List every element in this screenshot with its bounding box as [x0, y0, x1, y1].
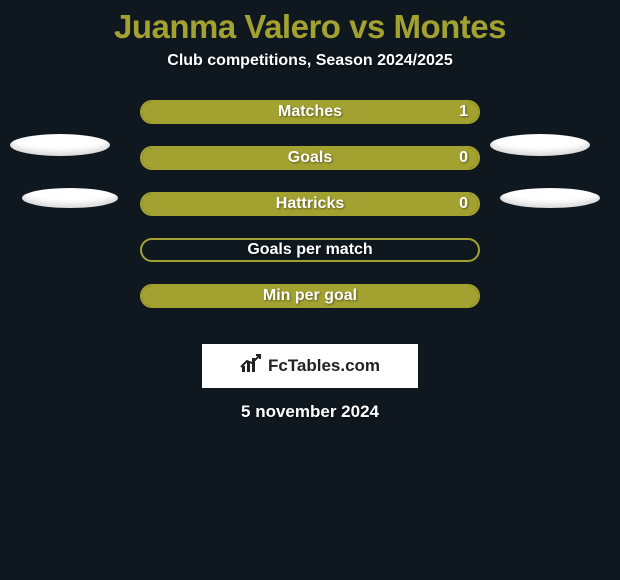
bar-outer: Hattricks 0: [140, 192, 480, 216]
bar-outer: Goals per match: [140, 238, 480, 262]
stat-row: Goals per match: [0, 238, 620, 284]
infographic-container: Juanma Valero vs Montes Club competition…: [0, 8, 620, 422]
stat-row: Matches 1: [0, 100, 620, 146]
stat-row: Hattricks 0: [0, 192, 620, 238]
bar-outer: Min per goal: [140, 284, 480, 308]
bar-value: 0: [459, 149, 468, 167]
bar-label: Matches: [278, 103, 342, 121]
brand-box: FcTables.com: [202, 344, 418, 388]
brand-chart-icon: [240, 354, 262, 379]
stat-row: Min per goal: [0, 284, 620, 330]
page-title: Juanma Valero vs Montes: [0, 8, 620, 46]
brand-text: FcTables.com: [268, 356, 380, 376]
bar-label: Min per goal: [263, 287, 357, 305]
bar-value: 1: [459, 103, 468, 121]
bar-label: Hattricks: [276, 195, 344, 213]
date-label: 5 november 2024: [0, 402, 620, 422]
bar-outer: Goals 0: [140, 146, 480, 170]
bar-label: Goals per match: [247, 241, 372, 259]
subtitle: Club competitions, Season 2024/2025: [0, 52, 620, 70]
stat-row: Goals 0: [0, 146, 620, 192]
bar-outer: Matches 1: [140, 100, 480, 124]
stats-rows: Matches 1 Goals 0 Hattricks 0 Goals per match M…: [0, 100, 620, 330]
bar-value: 0: [459, 195, 468, 213]
bar-label: Goals: [288, 149, 332, 167]
